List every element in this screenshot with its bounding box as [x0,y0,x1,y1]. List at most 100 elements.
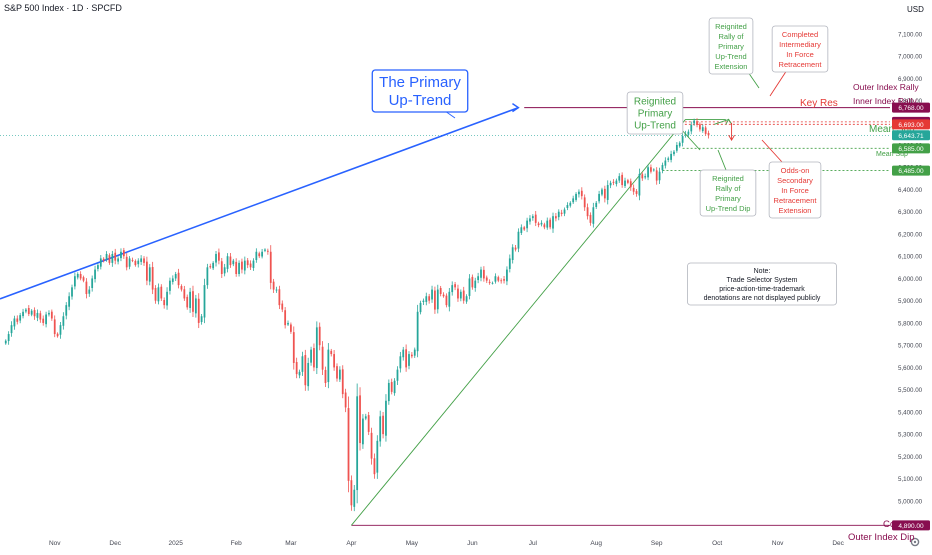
candle-body [514,247,517,250]
candle-body [546,220,549,228]
candle-body [220,261,223,274]
candle-body [56,333,59,337]
candle-body [278,289,281,306]
candle-body [353,489,356,507]
retracement-projection-arrowhead [728,134,735,141]
candle-body [50,311,53,319]
candle-body [451,285,454,293]
rally-projection-line [714,118,729,125]
candle-body [266,250,269,252]
candle-body [65,305,68,316]
callout-line: Intermediary [779,40,821,49]
callout-line: Secondary [777,176,813,185]
price-tag-text: 6,585.00 [898,146,924,153]
candle-body [673,151,675,155]
candle-body [206,267,209,286]
candle-body [497,277,500,281]
y-tick-label: 6,900.00 [898,76,923,83]
candle-body [462,290,465,301]
candle-body [131,259,134,261]
candle-body [575,193,577,200]
candle-body [454,284,456,288]
y-tick-label: 5,000.00 [898,498,923,505]
candle-body [318,326,321,346]
candle-body [264,249,266,251]
candle-body [566,205,569,208]
candle-body [148,267,151,282]
y-tick-label: 6,300.00 [898,209,923,216]
candle-body [549,219,552,228]
price-tag-text: 6,485.00 [898,168,924,175]
candle-body [295,362,298,375]
price-tag: 6,585.00 [892,143,930,154]
candle-body [477,276,480,281]
candle-body [160,286,163,299]
candle-body [169,280,171,291]
candle-body [526,220,528,229]
candle-body [344,392,347,408]
candle-body [48,312,50,315]
candle-body [644,176,647,178]
candle-body [480,269,482,278]
candle-body [105,253,108,260]
candle-body [621,174,624,186]
candle-body [534,214,537,223]
candle-body [229,256,232,266]
candle-body [618,176,621,181]
candle-body [36,312,39,318]
candle-body [39,313,42,320]
price-tag-box [892,520,930,531]
callout-line: Up-Trend [634,120,676,131]
candle-body [627,180,629,183]
candle-body [238,262,240,274]
candle-body [405,349,408,368]
x-tick-label: Oct [712,540,722,547]
x-axis[interactable]: Nov Dec 2025 Feb Mar Apr May Jun Jul Aug Sep Oct Nov… [49,540,845,547]
candle-body [612,181,615,183]
y-tick-label: 5,200.00 [898,454,923,461]
y-tick-label: 6,200.00 [898,231,923,238]
callout-line: Note: [754,268,771,275]
candle-body [171,278,174,282]
candle-body [557,211,560,218]
y-tick-label: 5,500.00 [898,387,923,394]
candle-body [307,362,310,387]
callout-line: Odds-on [781,166,810,175]
gear-icon[interactable] [910,537,920,547]
candle-body [174,274,177,279]
candle-body [151,267,154,290]
candle-body [226,256,229,269]
callout-pointer [679,127,701,151]
candle-body [661,165,664,171]
price-tags: 6,768.006,704.006,693.006,643.716,585.00… [892,102,930,531]
candle-body [218,252,220,261]
candle-body [560,212,563,214]
candle-body [491,282,494,284]
candle-body [494,276,497,282]
price-tag: 6,485.00 [892,165,930,176]
y-tick-label: 5,600.00 [898,365,923,372]
candle-body [364,416,367,419]
callout-line: Retracement [779,60,823,69]
candle-body [670,153,672,160]
y-tick-label: 5,300.00 [898,432,923,439]
chart-title: S&P 500 Index · 1D · SPCFD [4,3,122,13]
candle-body [531,216,534,219]
candle-body [370,432,373,459]
x-tick-label: May [406,540,419,547]
candle-body [347,408,350,481]
y-tick-label: 7,100.00 [898,31,923,38]
price-tag-text: 4,890.00 [898,523,924,530]
candles [4,118,710,512]
callout-line: Completed [782,30,818,39]
callout-line: Primary [715,194,741,203]
callout-line: In Force [786,50,814,59]
candle-body [114,252,117,261]
note-callout: Note: Trade Selector System price-action-t… [687,262,837,306]
candle-body [120,251,122,259]
